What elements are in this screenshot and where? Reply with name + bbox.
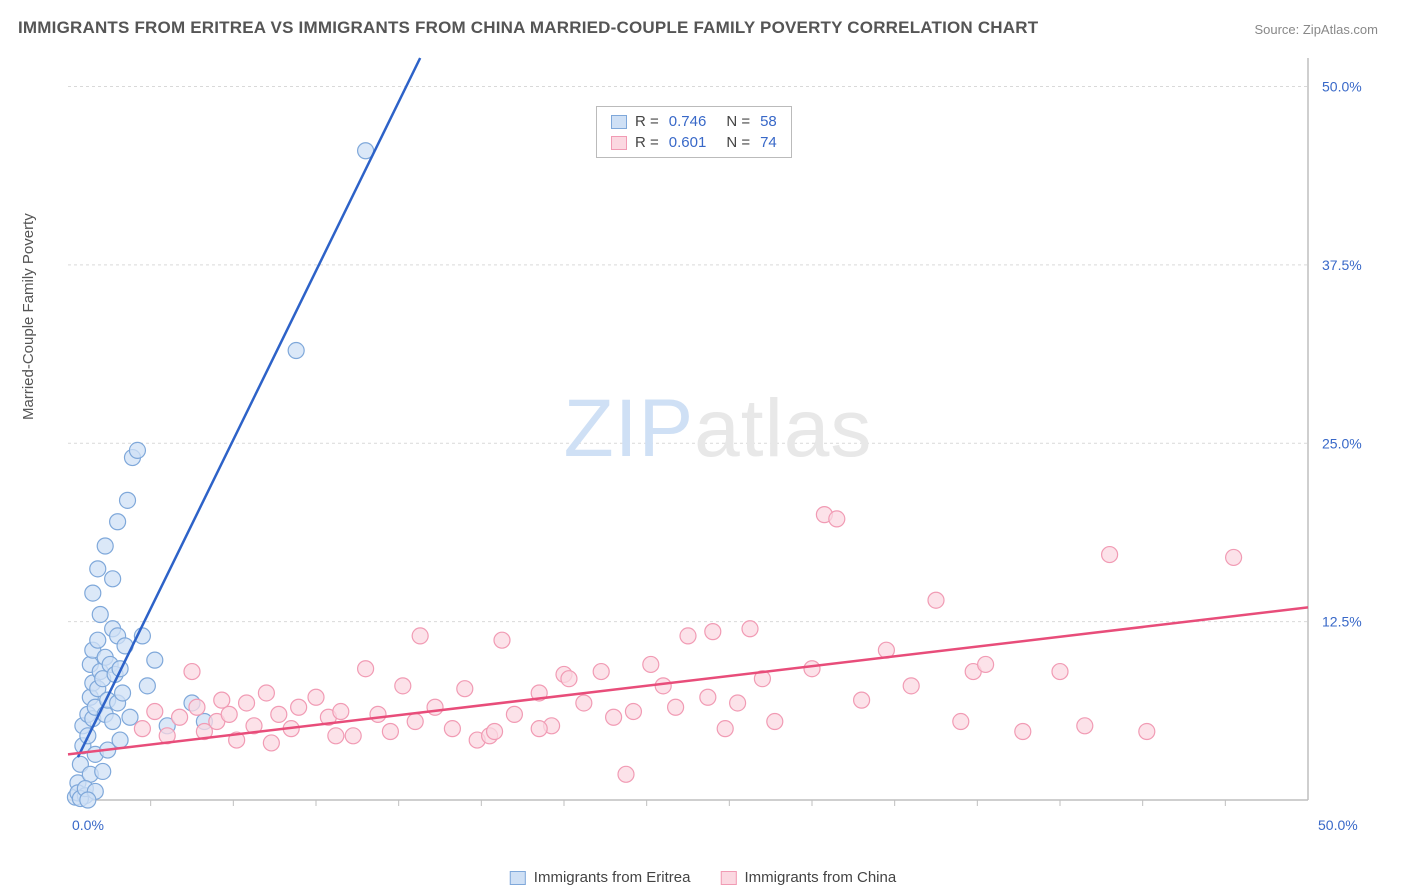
- y-axis-label: Married-Couple Family Poverty: [20, 213, 37, 420]
- swatch-icon: [611, 136, 627, 150]
- legend-item-eritrea: Immigrants from Eritrea: [510, 869, 691, 886]
- svg-text:50.0%: 50.0%: [1318, 817, 1358, 833]
- source-site: ZipAtlas.com: [1303, 22, 1378, 37]
- source-credit: Source: ZipAtlas.com: [1254, 22, 1378, 37]
- swatch-icon: [720, 871, 736, 885]
- r-value: 0.746: [669, 113, 707, 130]
- svg-text:0.0%: 0.0%: [72, 817, 104, 833]
- svg-text:25.0%: 25.0%: [1322, 435, 1362, 451]
- r-label: R =: [635, 134, 659, 151]
- r-value: 0.601: [669, 134, 707, 151]
- legend-label: Immigrants from Eritrea: [534, 869, 691, 886]
- correlation-row-china: R = 0.601 N = 74: [611, 132, 777, 153]
- svg-text:37.5%: 37.5%: [1322, 257, 1362, 273]
- legend-label: Immigrants from China: [744, 869, 896, 886]
- svg-text:50.0%: 50.0%: [1322, 79, 1362, 95]
- source-prefix: Source:: [1254, 22, 1302, 37]
- r-label: R =: [635, 113, 659, 130]
- scatter-plot: 12.5% 25.0% 37.5% 50.0% 0.0% 50.0%: [58, 50, 1378, 840]
- correlation-row-eritrea: R = 0.746 N = 58: [611, 111, 777, 132]
- n-value: 58: [760, 113, 777, 130]
- n-label: N =: [726, 113, 750, 130]
- swatch-icon: [611, 115, 627, 129]
- legend-item-china: Immigrants from China: [720, 869, 896, 886]
- svg-text:12.5%: 12.5%: [1322, 614, 1362, 630]
- series-legend: Immigrants from Eritrea Immigrants from …: [510, 869, 896, 886]
- swatch-icon: [510, 871, 526, 885]
- chart-area: 12.5%25.0%37.5%50.0%0.0%50.0% ZIPatlas R…: [58, 50, 1378, 840]
- correlation-legend-box: R = 0.746 N = 58 R = 0.601 N = 74: [596, 106, 792, 158]
- n-value: 74: [760, 134, 777, 151]
- chart-title: IMMIGRANTS FROM ERITREA VS IMMIGRANTS FR…: [18, 18, 1038, 38]
- n-label: N =: [726, 134, 750, 151]
